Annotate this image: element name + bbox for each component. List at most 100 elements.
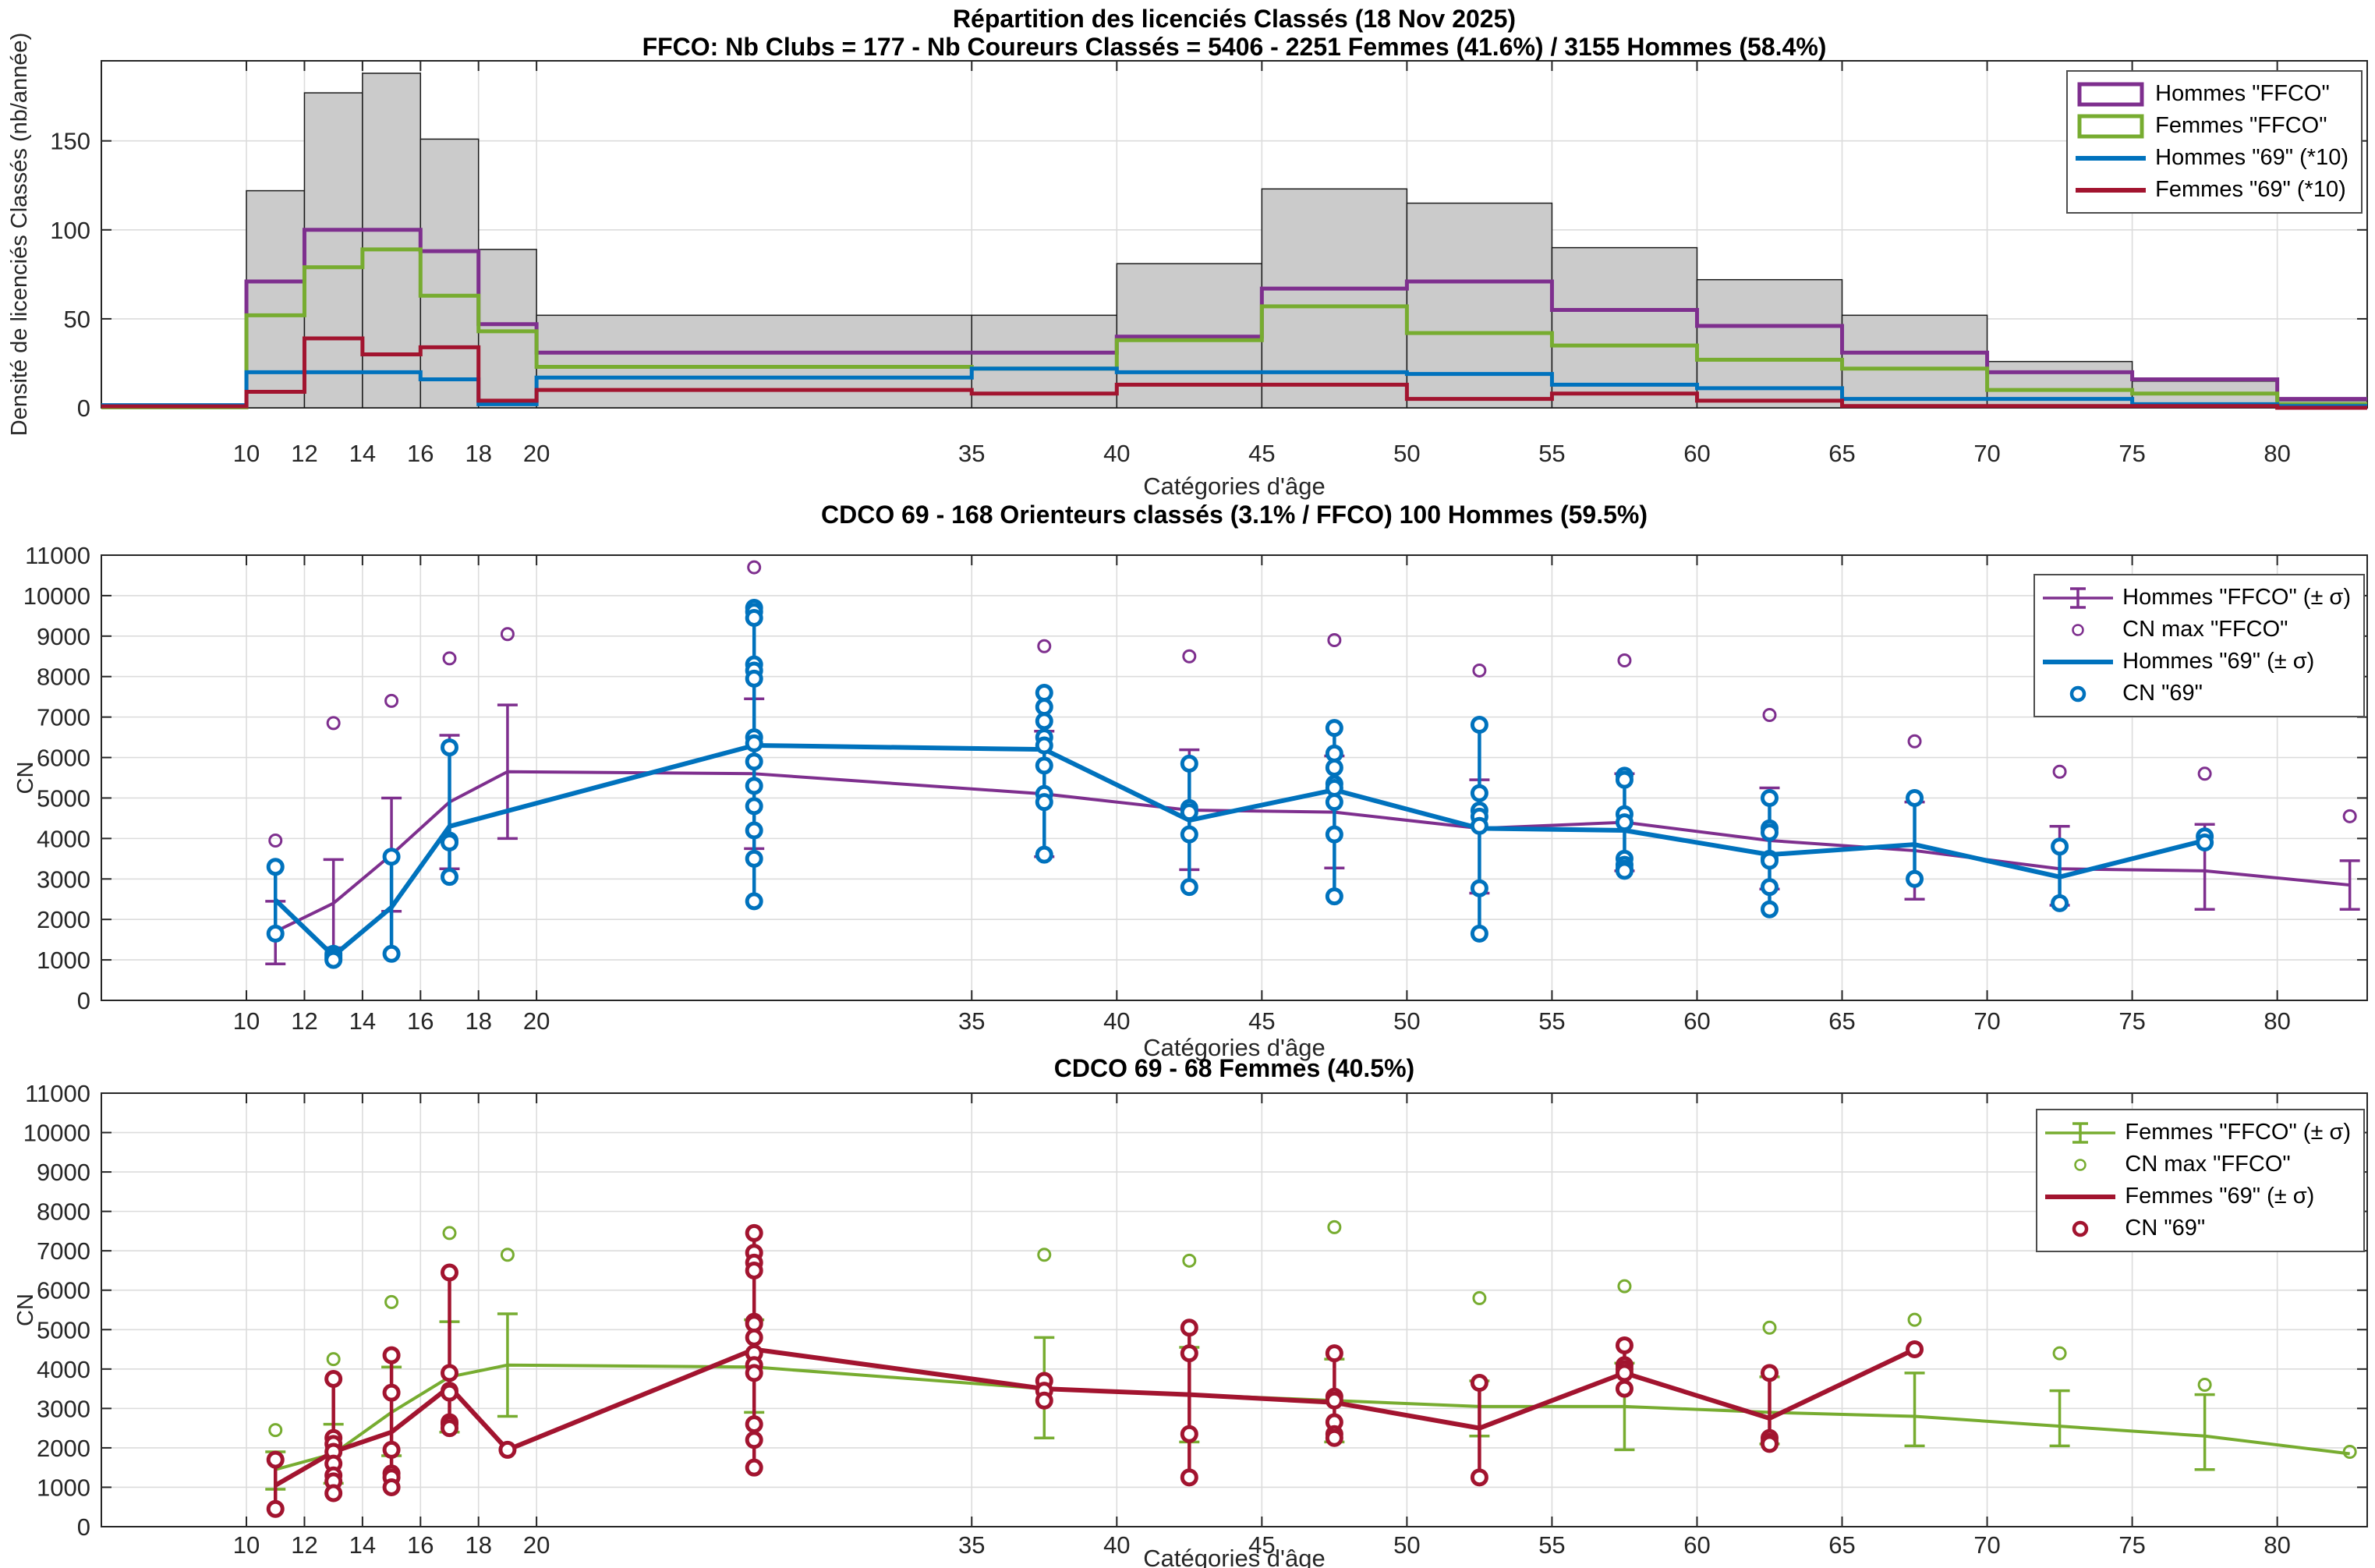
svg-text:1000: 1000 (37, 1474, 90, 1501)
bottom-chart-title: CDCO 69 - 68 Femmes (40.5%) (1053, 1054, 1415, 1082)
svg-text:50: 50 (64, 306, 90, 333)
legend-entry: Femmes "69" (± σ) (2045, 1180, 2351, 1212)
legend-swatch-rect (2077, 114, 2144, 138)
legend-swatch-ring (2074, 1158, 2087, 1171)
svg-text:0: 0 (77, 395, 90, 422)
svg-text:10: 10 (233, 1531, 260, 1559)
legend-swatch-ring-bold (2072, 1220, 2089, 1237)
legend-entry: Hommes "69" (± σ) (2043, 646, 2351, 678)
legend-swatch-errorbar (2045, 1121, 2116, 1144)
svg-text:100: 100 (50, 217, 90, 244)
svg-text:40: 40 (1103, 1531, 1130, 1559)
step-series (101, 336, 2367, 410)
legend-label: CN "69" (2122, 681, 2203, 706)
svg-text:4000: 4000 (37, 1356, 90, 1383)
grid (101, 1093, 2367, 1527)
ffco-cnmax-markers (268, 560, 2357, 848)
bottom-femmes-chart: 10 12 14 16 18 20 35 40 45 50 55 60 65 70 75 80 0 1000 200… (13, 1080, 2368, 1568)
svg-text:6000: 6000 (37, 745, 90, 772)
svg-text:16: 16 (407, 1531, 434, 1559)
svg-text:11000: 11000 (25, 1080, 90, 1107)
x-axis-label: Catégories d'âge (1143, 473, 1325, 500)
histogram-bars (246, 73, 2368, 409)
svg-text:70: 70 (1973, 1531, 2000, 1559)
legend-entry: Femmes "69" (*10) (2076, 174, 2348, 206)
plot-box (101, 1092, 2368, 1527)
legend-label: Hommes "69" (*10) (2155, 145, 2348, 170)
legend-entry: Femmes "FFCO" (2076, 110, 2348, 142)
legend-swatch (2043, 680, 2113, 708)
legend-swatch (2076, 80, 2146, 108)
svg-text:75: 75 (2118, 440, 2145, 467)
svg-text:16: 16 (407, 1007, 434, 1035)
top-chart-legend: Hommes "FFCO" Femmes "FFCO" Hommes "69" (*… (2066, 70, 2363, 214)
legend-label: Hommes "FFCO" (± σ) (2122, 585, 2351, 610)
svg-text:65: 65 (1828, 1531, 1855, 1559)
ffco-errorbars (265, 697, 2360, 966)
y-axis-label: CN (13, 762, 38, 795)
svg-text:18: 18 (465, 1531, 491, 1559)
legend-entry: CN max "FFCO" (2043, 614, 2351, 646)
svg-text:60: 60 (1683, 1007, 1710, 1035)
legend-swatch-ring (2072, 623, 2084, 636)
legend-swatch-rect (2077, 82, 2144, 106)
legend-swatch-errorbar (2043, 586, 2114, 609)
legend-swatch (2076, 176, 2147, 204)
y-axis-label: Densité de licenciés Classés (nb/année) (7, 33, 32, 436)
dept-cn-markers (266, 598, 2214, 969)
legend-swatch-line (2043, 659, 2114, 664)
svg-text:14: 14 (349, 1531, 376, 1559)
dept-cn-markers (266, 1223, 1924, 1518)
middle-chart-legend: Hommes "FFCO" (± σ) CN max "FFCO" Hommes "… (2033, 574, 2365, 717)
svg-text:8000: 8000 (37, 1198, 90, 1226)
legend-label: Femmes "FFCO" (2155, 113, 2327, 138)
legend-swatch-line (2076, 187, 2147, 193)
legend-entry: CN "69" (2043, 678, 2351, 710)
svg-text:40: 40 (1103, 1007, 1130, 1035)
legend-swatch-line (2045, 1194, 2116, 1199)
step-series (101, 247, 2367, 409)
legend-swatch (2045, 1183, 2116, 1211)
legend-swatch (2043, 648, 2114, 676)
svg-text:12: 12 (291, 1531, 317, 1559)
svg-text:65: 65 (1828, 440, 1855, 467)
svg-text:2000: 2000 (37, 906, 90, 933)
svg-text:55: 55 (1538, 1007, 1565, 1035)
top-chart-subtitle: FFCO: Nb Clubs = 177 - Nb Coureurs Class… (642, 33, 1827, 61)
svg-text:80: 80 (2264, 1531, 2290, 1559)
grid (101, 555, 2367, 1000)
top-chart-title: Répartition des licenciés Classés (18 No… (952, 5, 1517, 33)
svg-text:18: 18 (465, 1007, 491, 1035)
legend-label: CN max "FFCO" (2122, 617, 2288, 642)
svg-text:60: 60 (1683, 440, 1710, 467)
x-axis-label: Catégories d'âge (1143, 1034, 1325, 1061)
svg-text:55: 55 (1538, 1531, 1565, 1559)
svg-text:6000: 6000 (37, 1277, 90, 1304)
legend-swatch (2076, 144, 2147, 172)
svg-text:12: 12 (291, 1007, 317, 1035)
tick-labels: 10 12 14 16 18 20 35 40 45 50 55 60 65 70 75 80 0 1000 200… (23, 1080, 2291, 1559)
svg-text:45: 45 (1248, 1007, 1275, 1035)
legend-label: Hommes "FFCO" (2155, 81, 2330, 106)
middle-hommes-chart: 10 12 14 16 18 20 35 40 45 50 55 60 65 70 75 80 0 1000 200… (13, 542, 2368, 1061)
svg-text:14: 14 (349, 440, 376, 467)
ffco-cnmax-markers (268, 1219, 2357, 1459)
ffco-errorbars (265, 1312, 2215, 1491)
svg-text:70: 70 (1973, 1007, 2000, 1035)
legend-swatch (2043, 584, 2114, 612)
svg-text:10000: 10000 (23, 1120, 90, 1147)
dept-mean-line (274, 742, 2206, 958)
svg-text:7000: 7000 (37, 1237, 90, 1265)
svg-text:20: 20 (523, 1531, 550, 1559)
legend-swatch-line (2076, 155, 2147, 161)
svg-text:40: 40 (1103, 440, 1130, 467)
svg-text:18: 18 (465, 440, 491, 467)
svg-text:75: 75 (2118, 1531, 2145, 1559)
svg-text:14: 14 (349, 1007, 376, 1035)
middle-chart-title: CDCO 69 - 168 Orienteurs classés (3.1% /… (821, 501, 1648, 529)
svg-text:80: 80 (2264, 1007, 2290, 1035)
svg-text:11000: 11000 (25, 542, 90, 569)
legend-entry: Hommes "69" (*10) (2076, 142, 2348, 174)
svg-text:45: 45 (1248, 1531, 1275, 1559)
